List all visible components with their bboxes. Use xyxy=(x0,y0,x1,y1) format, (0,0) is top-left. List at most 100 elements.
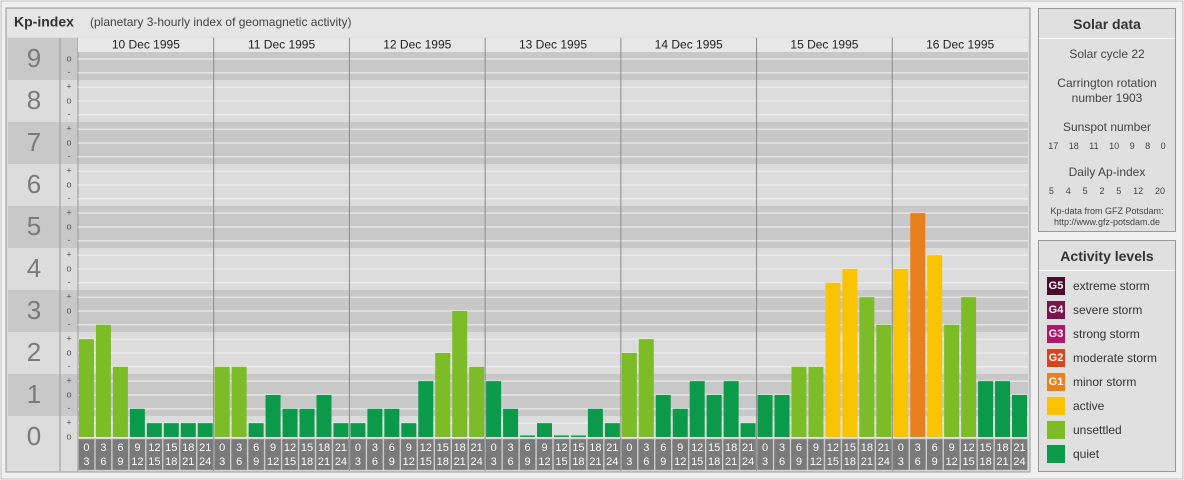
hour-cell xyxy=(705,438,723,471)
hour-cell xyxy=(570,438,587,471)
hour-cell xyxy=(451,438,468,471)
hour-cell xyxy=(230,438,248,471)
hour-end: 6 xyxy=(779,456,785,468)
hour-cell xyxy=(78,438,95,471)
hour-start: 12 xyxy=(555,442,567,454)
hour-start: 18 xyxy=(318,442,330,454)
legend-item: G1 minor storm xyxy=(1047,373,1175,391)
hour-end: 9 xyxy=(253,456,259,468)
hour-end: 6 xyxy=(372,456,378,468)
bar xyxy=(231,366,247,437)
hour-cell xyxy=(790,438,808,471)
solar-panel: Solar data Solar cycle 22 Carrington rot… xyxy=(1038,8,1176,232)
hour-end: 12 xyxy=(538,456,550,468)
hour-start: 0 xyxy=(83,442,89,454)
minor-tick-label: - xyxy=(68,277,71,287)
bar xyxy=(825,282,841,437)
hour-end: 18 xyxy=(437,456,449,468)
bar xyxy=(520,435,536,437)
chart-subtitle: (planetary 3-hourly index of geomagnetic… xyxy=(90,15,351,29)
legend-item: active xyxy=(1047,397,1175,415)
hour-start: 3 xyxy=(372,442,378,454)
hour-end: 6 xyxy=(915,456,921,468)
bar xyxy=(112,366,128,437)
hour-start: 15 xyxy=(572,442,584,454)
bar xyxy=(689,381,705,437)
sunspot-title: Sunspot number xyxy=(1062,120,1152,134)
sunspot-value: 8 xyxy=(1145,141,1151,151)
hour-start: 21 xyxy=(606,442,618,454)
legend-label: minor storm xyxy=(1073,375,1137,389)
hour-end: 24 xyxy=(606,456,618,468)
bar xyxy=(401,423,417,437)
hour-start: 15 xyxy=(301,442,313,454)
minor-tick-label: o xyxy=(66,305,71,315)
date-label: 10 Dec 1995 xyxy=(112,38,180,52)
minor-tick-label: + xyxy=(66,250,71,260)
bar xyxy=(1012,395,1027,437)
hour-cell xyxy=(722,438,740,471)
hour-cell xyxy=(281,438,299,471)
bar xyxy=(808,366,824,437)
legend-label: moderate storm xyxy=(1073,351,1158,365)
ap-value: 5 xyxy=(1116,186,1122,196)
minor-tick-label: - xyxy=(68,151,71,161)
hour-start: 12 xyxy=(284,442,296,454)
sunspot-value: 10 xyxy=(1109,141,1120,151)
legend-title: Activity levels xyxy=(1039,241,1175,271)
hour-cell xyxy=(366,438,384,471)
bar xyxy=(961,297,977,437)
hour-start: 18 xyxy=(454,442,466,454)
bar xyxy=(554,435,569,437)
minor-tick-label: + xyxy=(66,124,71,134)
hour-end: 12 xyxy=(810,456,822,468)
legend-swatch: G4 xyxy=(1047,301,1065,319)
hour-cell xyxy=(213,438,231,471)
hour-end: 9 xyxy=(389,456,395,468)
date-label: 13 Dec 1995 xyxy=(519,38,587,52)
legend-item: unsettled xyxy=(1047,421,1175,439)
bar xyxy=(79,339,94,437)
hour-start: 0 xyxy=(898,442,904,454)
source-url: http://www.gfz-potsdam.de xyxy=(1053,217,1161,227)
bar xyxy=(757,395,773,437)
hour-end: 15 xyxy=(691,456,703,468)
bar xyxy=(672,408,688,437)
bar xyxy=(859,297,875,437)
title-bar xyxy=(7,9,1029,37)
hour-start: 6 xyxy=(389,442,395,454)
hour-start: 0 xyxy=(626,442,632,454)
legend-label: severe storm xyxy=(1073,303,1143,317)
bar xyxy=(570,435,586,437)
hour-end: 21 xyxy=(996,456,1008,468)
hour-start: 21 xyxy=(742,442,754,454)
legend-item: G4 severe storm xyxy=(1047,301,1175,319)
hour-cell xyxy=(807,438,825,471)
hour-start: 21 xyxy=(199,442,211,454)
bar xyxy=(486,381,502,437)
hour-end: 15 xyxy=(827,456,839,468)
hour-end: 18 xyxy=(301,456,313,468)
y-tick-label: 3 xyxy=(27,295,41,325)
bar xyxy=(299,408,315,437)
sunspot-value: 9 xyxy=(1129,141,1135,151)
legend-item: G5 extreme storm xyxy=(1047,277,1175,295)
hour-start: 18 xyxy=(725,442,737,454)
y-tick-label: 0 xyxy=(27,421,41,451)
bar xyxy=(282,408,298,437)
hour-end: 3 xyxy=(626,456,632,468)
hour-end: 3 xyxy=(355,456,361,468)
hour-start: 0 xyxy=(355,442,361,454)
bar xyxy=(740,423,756,437)
date-label: 12 Dec 1995 xyxy=(383,38,451,52)
hour-end: 6 xyxy=(508,456,514,468)
minor-tick-label: - xyxy=(68,109,71,119)
ap-value: 5 xyxy=(1048,186,1054,196)
sunspot-value: 17 xyxy=(1048,141,1059,151)
hour-cell xyxy=(502,438,519,471)
hour-start: 0 xyxy=(762,442,768,454)
hour-start: 9 xyxy=(677,442,683,454)
bar xyxy=(503,408,519,437)
hour-start: 15 xyxy=(437,442,449,454)
hour-end: 9 xyxy=(524,456,530,468)
